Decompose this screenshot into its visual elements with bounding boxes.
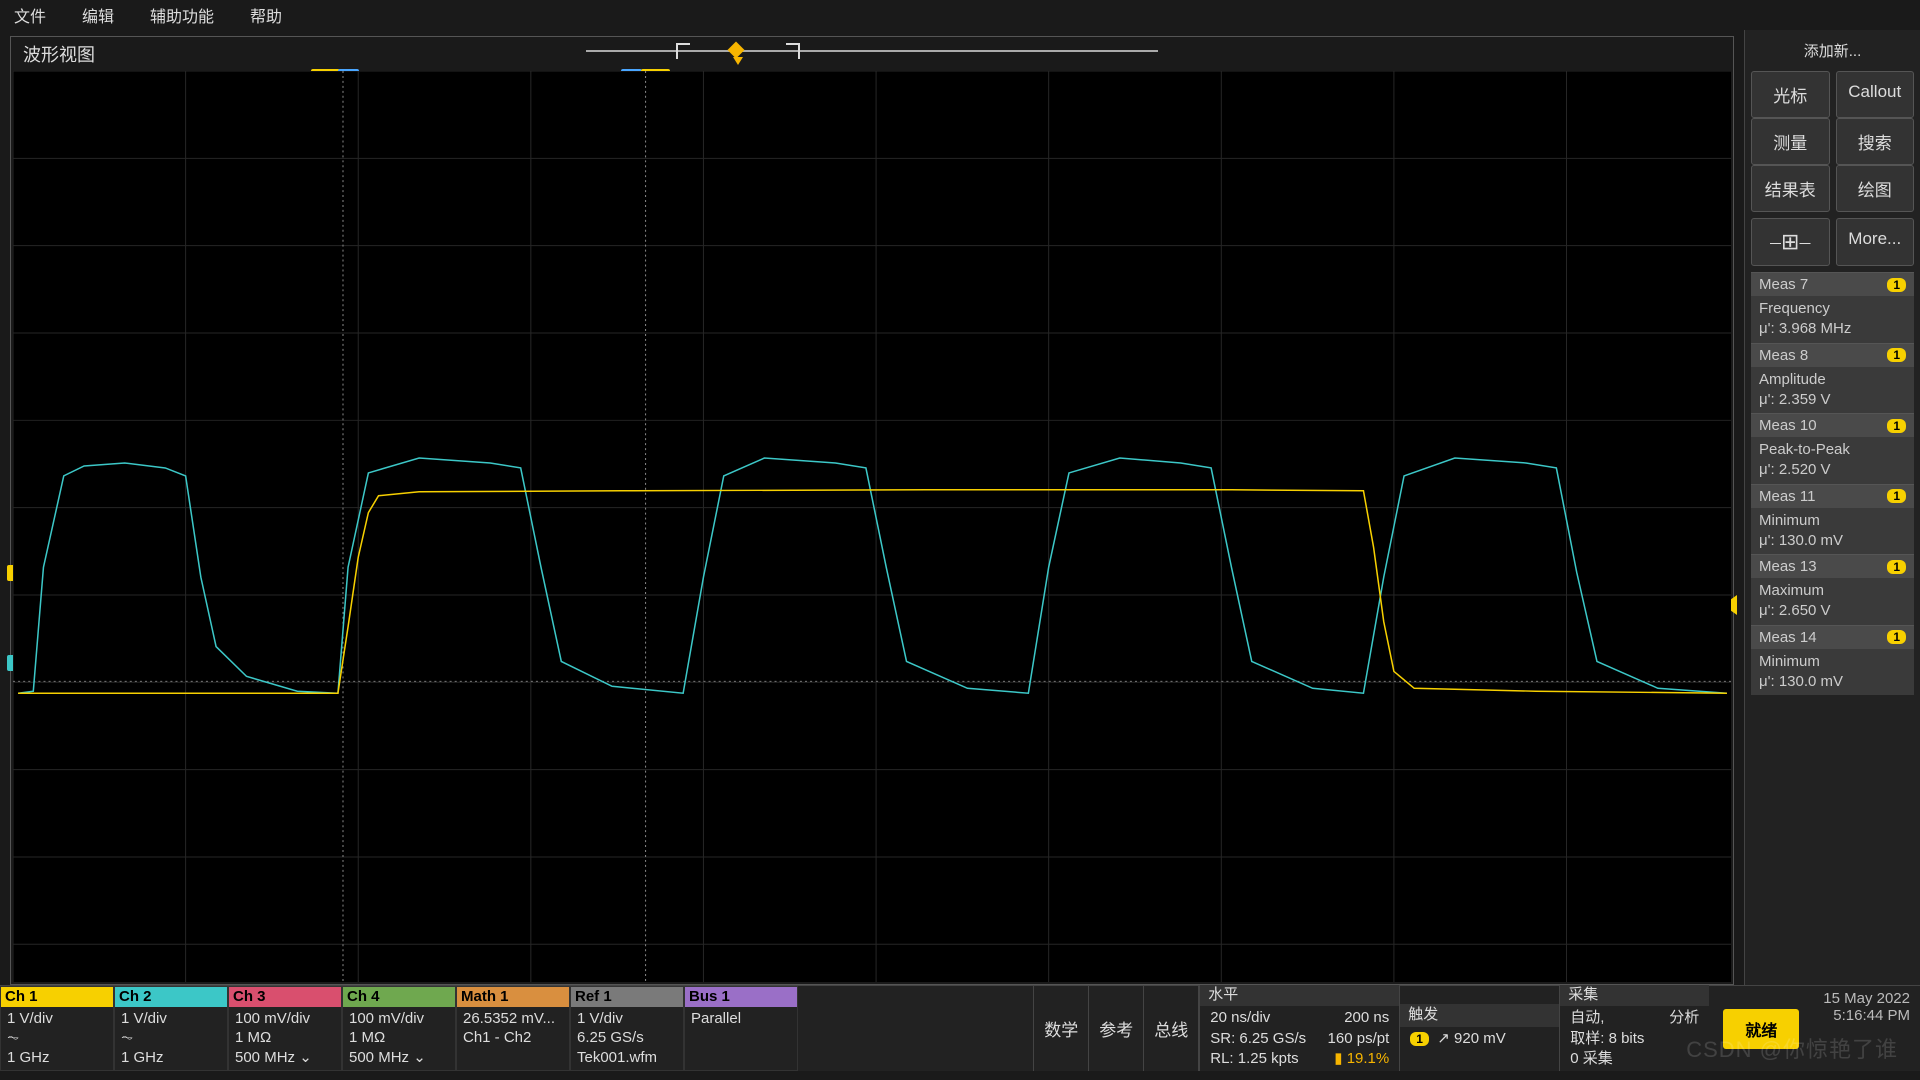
channel-card[interactable]: Ch 4100 mV/div1 MΩ500 MHz ⌄	[342, 986, 456, 1071]
menu-aux[interactable]: 辅助功能	[150, 3, 214, 27]
menu-edit[interactable]: 编辑	[82, 3, 114, 27]
horiz-panel[interactable]: 水平 20 ns/div200 ns SR: 6.25 GS/s160 ps/p…	[1199, 986, 1399, 1071]
side-btn-more[interactable]: More...	[1836, 218, 1915, 266]
trigger-arrow-icon	[733, 57, 743, 65]
btn-ref[interactable]: 参考	[1089, 986, 1144, 1071]
side-btn-结果表[interactable]: 结果表	[1751, 165, 1830, 212]
menu-bar: 文件 编辑 辅助功能 帮助	[0, 0, 1920, 30]
channel-card[interactable]: Ch 11 V/div⏦1 GHz	[0, 986, 114, 1071]
channel-card[interactable]: Ch 3100 mV/div1 MΩ500 MHz ⌄	[228, 986, 342, 1071]
meas-item[interactable]: Meas 81Amplitudeμ': 2.359 V	[1751, 343, 1914, 414]
menu-help[interactable]: 帮助	[250, 3, 282, 27]
meas-item[interactable]: Meas 141Minimumμ': 130.0 mV	[1751, 625, 1914, 696]
side-btn-搜索[interactable]: 搜索	[1836, 118, 1915, 165]
timeline[interactable]	[586, 41, 1158, 61]
mid-buttons: 数学 参考 总线	[1033, 986, 1199, 1071]
side-btn-光标[interactable]: 光标	[1751, 71, 1830, 118]
side-btn-绘图[interactable]: 绘图	[1836, 165, 1915, 212]
channel-card[interactable]: Bus 1Parallel	[684, 986, 798, 1071]
scope-display[interactable]	[13, 71, 1731, 982]
menu-file[interactable]: 文件	[14, 3, 46, 27]
side-panel: 添加新... 光标Callout测量搜索结果表绘图 ⎯⊞⎯ More... Me…	[1744, 30, 1920, 985]
side-title: 添加新...	[1751, 36, 1914, 65]
meas-item[interactable]: Meas 101Peak-to-Peakμ': 2.520 V	[1751, 413, 1914, 484]
trigger-panel[interactable]: 触发 1 ↗ 920 mV	[1399, 986, 1559, 1071]
meas-item[interactable]: Meas 71Frequencyμ': 3.968 MHz	[1751, 272, 1914, 343]
side-btn-测量[interactable]: 测量	[1751, 118, 1830, 165]
watermark: CSDN @你惊艳了谁	[1686, 1032, 1898, 1064]
channel-card[interactable]: Ch 21 V/div⏦1 GHz	[114, 986, 228, 1071]
meas-item[interactable]: Meas 131Maximumμ': 2.650 V	[1751, 554, 1914, 625]
channel-card[interactable]: Math 126.5352 mV...Ch1 - Ch2	[456, 986, 570, 1071]
waveform-area[interactable]: 波形视图 C1 A B C1 t: -456.904 ps v: 307.291…	[10, 36, 1734, 985]
channel-card[interactable]: Ref 11 V/div6.25 GS/sTek001.wfm	[570, 986, 684, 1071]
bottom-bar: Ch 11 V/div⏦1 GHzCh 21 V/div⏦1 GHzCh 310…	[0, 985, 1920, 1071]
trigger-diamond-icon[interactable]	[728, 42, 745, 59]
side-btn-icon[interactable]: ⎯⊞⎯	[1751, 218, 1830, 266]
meas-item[interactable]: Meas 111Minimumμ': 130.0 mV	[1751, 484, 1914, 555]
side-btn-Callout[interactable]: Callout	[1836, 71, 1915, 118]
btn-math[interactable]: 数学	[1034, 986, 1089, 1071]
waveform-title: 波形视图	[23, 41, 95, 67]
btn-bus[interactable]: 总线	[1144, 986, 1199, 1071]
